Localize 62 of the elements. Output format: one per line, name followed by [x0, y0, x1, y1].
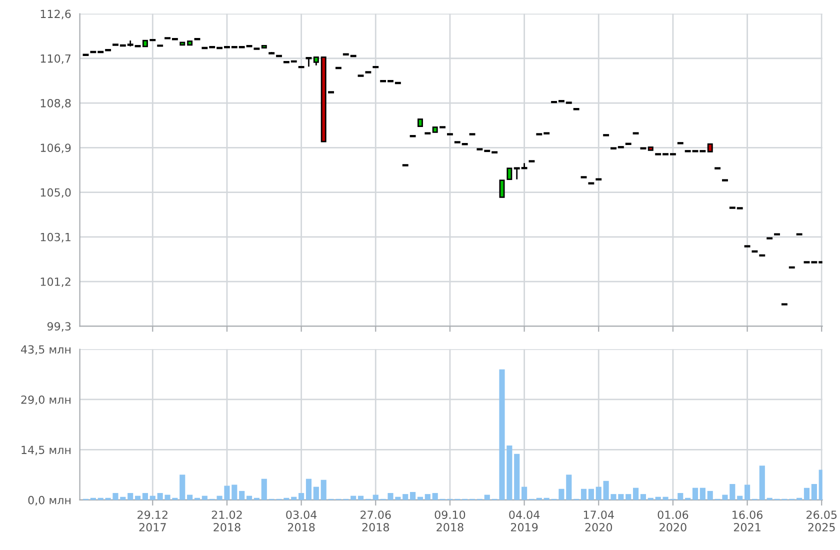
bar — [626, 494, 632, 500]
x-tick-label: 16.06 2021 — [732, 510, 762, 532]
bar — [678, 493, 684, 500]
x-tick-label: 27.06 2018 — [360, 510, 391, 532]
bar — [804, 488, 810, 500]
bar — [640, 494, 646, 500]
bar — [707, 490, 713, 500]
bar — [744, 484, 750, 500]
bar — [633, 488, 639, 500]
y-tick-label: 105,0 — [40, 188, 71, 198]
bar — [759, 466, 765, 500]
bar — [402, 494, 408, 500]
bar — [202, 496, 208, 500]
bar — [358, 496, 364, 500]
bar — [313, 486, 319, 500]
y-tick-label: 101,2 — [40, 277, 70, 288]
bar — [424, 494, 430, 500]
bar — [596, 486, 602, 500]
bar — [372, 494, 378, 500]
y-tick-label: 108,8 — [40, 98, 71, 109]
bar — [522, 486, 528, 500]
y-tick-label: 43,5 млн — [20, 345, 70, 355]
x-tick-label: 21.02 2018 — [212, 510, 242, 532]
bar — [261, 478, 267, 500]
bar — [737, 496, 743, 500]
bar — [298, 493, 304, 500]
bar — [417, 496, 424, 500]
y-tick-label: 99,3 — [47, 322, 71, 332]
bar — [246, 496, 252, 500]
bar — [180, 474, 186, 500]
bar — [134, 496, 141, 500]
x-tick-label: 03.04 2018 — [286, 510, 317, 532]
bar — [700, 488, 706, 500]
y-tick-label: 103,1 — [40, 232, 70, 242]
x-tick-label: 01.06 2020 — [658, 510, 688, 532]
bar — [580, 488, 587, 500]
bar — [566, 474, 572, 500]
bar — [484, 494, 490, 500]
y-tick-label: 110,7 — [40, 54, 71, 64]
bar — [514, 454, 520, 500]
bar — [142, 493, 148, 500]
bar — [588, 488, 594, 500]
x-tick-label: 09.10 2018 — [434, 510, 466, 532]
bar — [291, 496, 297, 500]
bar — [350, 496, 356, 500]
x-tick-label: 29.12 2017 — [138, 510, 168, 532]
x-tick-label: 04.04 2019 — [509, 510, 540, 532]
bar — [306, 478, 312, 500]
bar — [692, 488, 698, 500]
y-tick-label: 106,9 — [40, 144, 71, 154]
x-tick-label: 17.04 2020 — [584, 510, 614, 532]
y-tick-label: 14,5 млн — [22, 446, 70, 456]
bar — [239, 490, 245, 500]
bar — [128, 493, 134, 500]
y-tick-label: 112,6 — [40, 10, 71, 20]
bar — [410, 492, 416, 500]
x-tick-label: 26.05 2025 — [806, 510, 837, 532]
y-tick-label: 29,0 млн — [21, 395, 70, 405]
bar — [187, 494, 193, 500]
bar — [811, 484, 817, 500]
bar — [150, 496, 156, 500]
y-tick-label: 0,0 млн — [28, 496, 70, 506]
